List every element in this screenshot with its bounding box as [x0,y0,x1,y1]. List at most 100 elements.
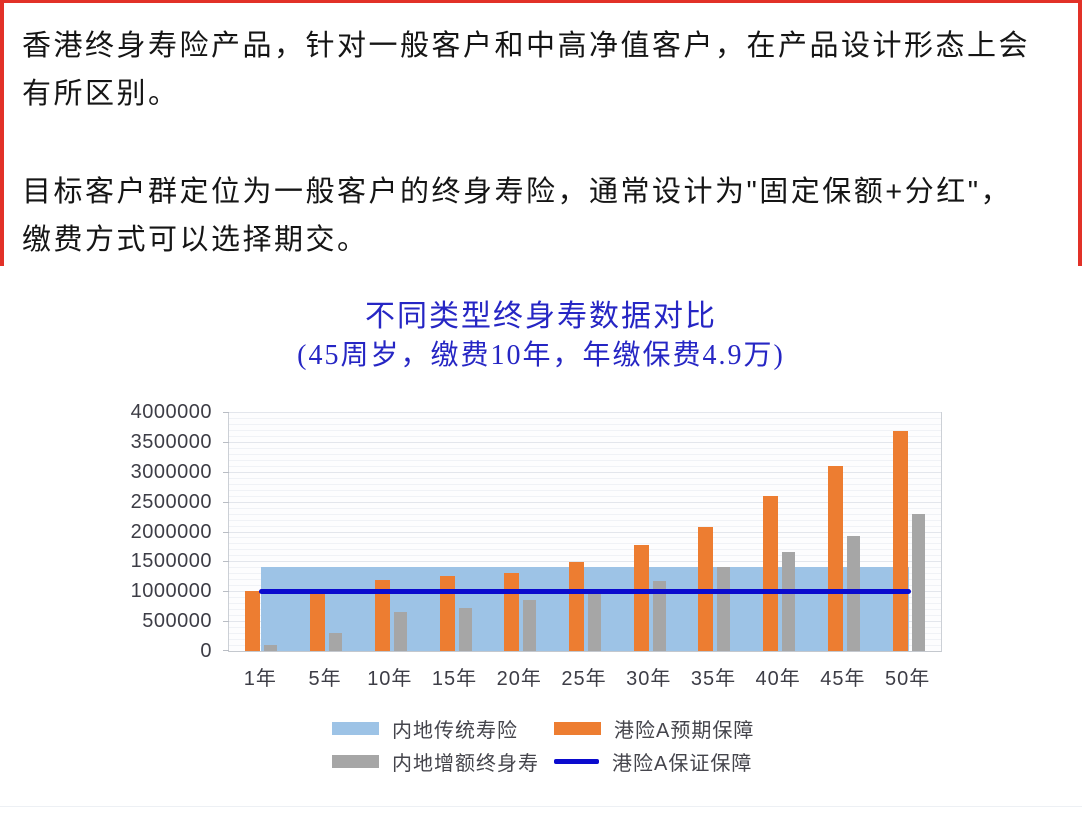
legend-color-swatch [554,721,601,735]
y-axis-tick-label: 1500000 [130,550,212,573]
bar-15年 [458,607,472,651]
gridline [229,477,941,479]
x-axis-label: 50年 [885,668,931,690]
legend-label: 港险A保证保障 [612,752,753,775]
legend-item-3: 内地增额终身寿 [332,753,554,775]
y-axis-labels: 0 500000 1000000 1500000 2000000 2500000 30000… [96,401,212,662]
x-axis-label: 15年 [431,668,478,690]
legend-label: 内地增额终身寿 [392,752,539,775]
legend-item-4: 港险A保证保障 [554,753,754,775]
bar-30年 [633,544,649,651]
y-axis-tickmark [223,561,229,563]
gridline [229,465,941,467]
gridline [229,447,941,449]
area-series [261,567,909,651]
red-border-left [0,0,4,266]
legend-item-2: 港险A预期保障 [554,720,754,742]
chart-title: 不同类型终身寿数据对比 [365,300,717,333]
y-axis-tick-label: 4000000 [130,401,212,423]
legend-label: 内地传统寿险 [392,719,518,742]
x-axis-label: 40年 [755,668,801,690]
y-axis-tickmark [223,591,229,593]
y-axis-tickmark [223,412,229,413]
bar-10年 [393,612,407,651]
bar-40年 [763,496,779,651]
legend-color-swatch [332,754,379,768]
y-axis-tickmark [223,441,229,443]
gridline [229,489,941,491]
line-series [259,588,911,594]
gridline [229,435,941,437]
gridline [229,531,941,533]
y-axis-tickmark [223,650,229,651]
x-axis-label: 1年 [243,668,277,690]
paragraph-1: 香港终身寿险产品，针对一般客户和中高净值客户，在产品设计形态上会有所区别。 [22,30,1031,110]
y-axis-tick-label: 2000000 [130,520,212,543]
gridline [229,549,941,551]
gridline [229,417,941,419]
y-axis-tickmark [223,501,229,503]
gridline [229,495,941,497]
gridline [229,501,941,503]
x-axis-labels: 1年 5年 10年 15年 20年 25年 30年 35年 40年 45年 50年 [228,662,940,690]
bar-35年 [717,567,731,651]
bar-15年 [439,575,455,651]
bar-1年 [245,591,261,651]
bar-5年 [329,633,343,651]
x-axis-label: 10年 [367,668,413,690]
x-axis-label: 35年 [690,668,737,690]
legend-label: 港险A预期保障 [614,719,755,742]
y-axis-tickmark [223,531,229,533]
y-axis-tick-label: 500000 [142,610,212,633]
bar-20年 [523,600,537,651]
gridline [229,537,941,539]
bar-25年 [569,561,584,651]
gridline [229,543,941,545]
legend-color-swatch [332,721,379,735]
gridline [229,423,941,425]
x-axis-label: 45年 [820,668,866,690]
gridline [229,471,941,473]
bar-45年 [827,466,843,651]
y-axis-tick-label: 2500000 [130,490,212,513]
chart-subtitle: (45周岁，缴费10年，年缴保费4.9万) [297,340,785,371]
y-axis-tick-label: 3500000 [130,430,212,453]
gridline [229,555,941,557]
legend-line-swatch [554,758,599,764]
y-axis-tick-label: 0 [200,640,212,662]
bar-30年 [652,580,666,651]
gridline [229,525,941,527]
gridline [229,507,941,509]
bar-1年 [264,645,278,651]
bottom-hairline [0,806,1082,807]
paragraph-2: 目标客户群定位为一般客户的终身寿险，通常设计为"固定保额+分红"，缴费方式可以选… [22,176,1013,256]
bar-50年 [892,430,908,651]
legend-item-1: 内地传统寿险 [332,720,554,742]
gridline [229,513,941,515]
red-border-right [1078,0,1082,266]
bar-25年 [588,594,601,651]
gridline [229,561,941,563]
x-axis-label: 20年 [496,668,542,690]
chart-legend: 内地传统寿险 港险A预期保障内地增额终身寿 港险A保证保障 [332,720,754,775]
bar-5年 [310,593,326,651]
y-axis-tick-label: 3000000 [130,460,212,483]
bar-10年 [374,579,390,651]
gridline [229,441,941,443]
y-axis-tickmark [223,621,229,623]
x-axis-label: 30年 [626,668,672,690]
gridline [229,459,941,461]
x-axis-label: 5年 [308,668,342,690]
bar-50年 [911,514,925,651]
bar-40年 [782,552,796,651]
gridline [229,429,941,431]
red-border-top [0,0,1082,3]
gridline [229,412,941,413]
y-axis-tick-label: 1000000 [130,580,212,603]
y-axis-tickmark [223,471,229,473]
gridline [229,519,941,521]
gridline [229,453,941,455]
x-axis-label: 25年 [561,668,607,690]
plot-area [223,412,942,652]
bar-20年 [504,573,520,651]
